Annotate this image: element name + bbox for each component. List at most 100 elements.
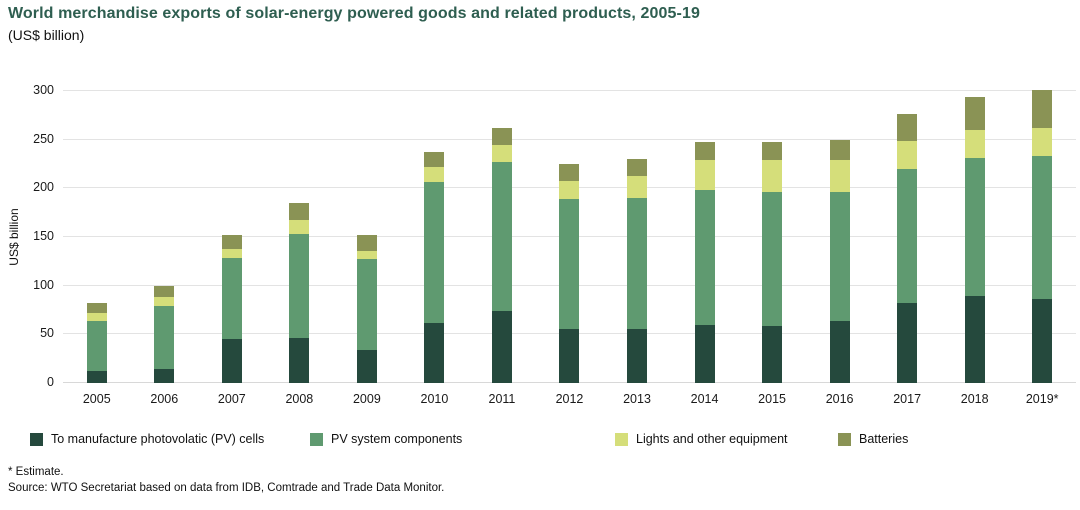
bar-segment [154,306,175,370]
bar-2016 [829,139,850,383]
bar-column [603,159,671,383]
legend-item: To manufacture photovolatic (PV) cells [30,432,264,446]
bar-2009 [356,235,377,383]
bar-segment [694,190,715,325]
bar-segment [424,152,445,167]
bar-segment [559,328,580,383]
bars-container [63,90,1076,383]
bar-segment [627,198,648,330]
bar-column [401,152,469,383]
legend-label: Batteries [859,432,909,446]
bar-segment [491,128,512,145]
bar-column [266,202,334,383]
bar-segment [154,369,175,383]
bar-segment [86,312,107,321]
legend: To manufacture photovolatic (PV) cells PV… [30,432,1070,452]
bar-2012 [559,164,580,383]
bar-segment [762,325,783,383]
y-tick-label: 300 [33,83,54,97]
bar-segment [154,285,175,298]
bar-segment [424,322,445,383]
x-tick-label: 2008 [285,392,314,406]
bar-segment [86,320,107,372]
bar-segment [221,339,242,383]
bar-segment [694,324,715,383]
bar-segment [627,159,648,176]
bar-column [63,303,131,383]
bar-column [131,285,199,383]
bar-segment [356,235,377,251]
bar-2006 [154,285,175,383]
bar-2008 [289,202,310,383]
bar-2011 [491,128,512,383]
bar-segment [829,192,850,321]
bar-column [468,128,536,383]
bar-segment [424,181,445,323]
x-tick-label: 2013 [623,392,651,406]
bar-segment [627,175,648,199]
bar-segment [1032,128,1053,157]
legend-swatch [30,432,43,446]
bar-2015 [762,141,783,383]
x-tick-label: 2007 [217,392,246,406]
x-tick-label: 2016 [825,392,854,406]
legend-item: PV system components [310,432,462,446]
bar-segment [829,320,850,383]
x-tick-label: 2012 [555,392,584,406]
bar-column [536,164,604,383]
bar-column [738,141,806,383]
bar-segment [762,192,783,326]
x-tick-label: 2018 [960,392,989,406]
bar-segment [1032,90,1053,128]
bar-segment [491,144,512,163]
x-tick-label: 2009 [352,392,381,406]
gridline [63,90,1076,91]
y-tick-label: 50 [40,326,54,341]
y-tick-label: 200 [33,180,54,195]
legend-swatch [838,432,851,446]
bar-2010 [424,152,445,383]
bar-segment [829,139,850,161]
bar-column [941,96,1009,383]
plot-area [63,90,1076,383]
bar-segment [289,219,310,235]
x-tick-label: 2017 [893,392,922,406]
bar-segment [964,296,985,383]
y-tick-label: 100 [33,277,54,292]
gridline [63,138,1076,140]
bar-segment [491,310,512,383]
chart-title: World merchandise exports of solar-energ… [8,5,700,22]
bar-segment [154,297,175,307]
bar-2007 [221,235,242,383]
bar-2018 [964,96,985,383]
y-tick-label: 0 [47,375,54,389]
bar-column [671,141,739,383]
bar-segment [356,259,377,350]
x-tick-label: 2010 [420,392,449,406]
x-tick-label: 2014 [690,392,719,406]
bar-segment [491,162,512,311]
x-tick-label: 2019* [1025,392,1059,406]
legend-swatch [615,432,628,446]
bar-segment [86,303,107,313]
legend-label: Lights and other equipment [636,432,788,446]
bar-segment [356,250,377,260]
legend-label: PV system components [331,432,463,446]
bar-segment [694,160,715,191]
bar-2019 [1032,90,1053,383]
bar-2014 [694,141,715,383]
y-tick-label: 150 [33,229,54,243]
bar-segment [221,258,242,340]
legend-item: Lights and other equipment [615,432,788,446]
bar-2017 [897,114,918,383]
bar-segment [964,158,985,297]
legend-label: To manufacture photovolatic (PV) cells [51,432,265,446]
bar-segment [221,248,242,259]
footnote-estimate: * Estimate. [8,466,64,478]
bar-segment [627,329,648,383]
x-tick-label: 2005 [82,392,111,406]
bar-segment [829,160,850,193]
bar-segment [559,180,580,200]
y-tick-label: 250 [33,131,54,146]
bar-segment [694,141,715,161]
